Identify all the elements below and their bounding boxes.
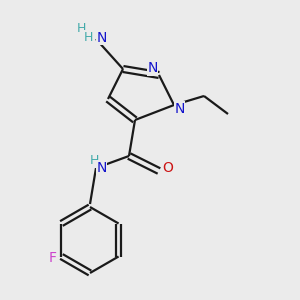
Text: H: H — [90, 154, 99, 167]
Text: N: N — [96, 31, 106, 44]
Text: H: H — [76, 22, 86, 35]
Text: N: N — [174, 102, 184, 116]
Text: N: N — [96, 161, 106, 175]
Text: N: N — [147, 61, 158, 75]
Text: F: F — [49, 251, 57, 265]
Text: H: H — [84, 31, 93, 44]
Text: O: O — [162, 161, 173, 175]
